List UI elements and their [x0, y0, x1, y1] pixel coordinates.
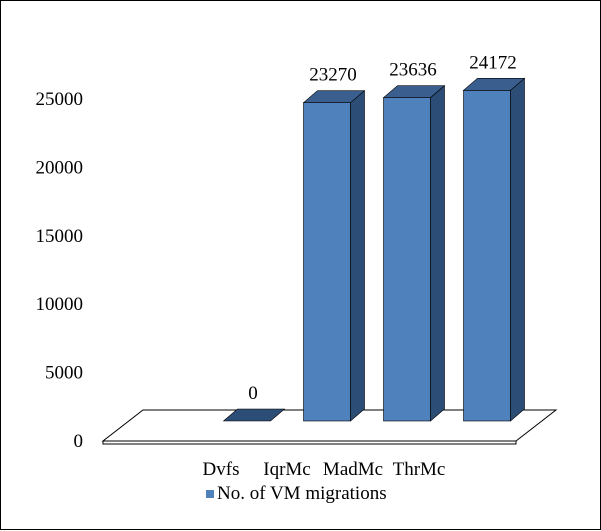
y-tick-label: 10000	[36, 294, 84, 315]
data-label: 23636	[389, 60, 437, 81]
bar	[382, 85, 446, 422]
bar-top	[382, 85, 446, 98]
category-label: Dvfs	[203, 459, 240, 480]
data-label: 23270	[309, 65, 357, 86]
category-label: MadMc	[323, 459, 383, 480]
bar-front	[303, 102, 351, 422]
y-tick-label: 5000	[45, 363, 83, 384]
bar-side	[510, 77, 525, 422]
bar-front	[383, 97, 431, 422]
category-label: IqrMc	[263, 459, 310, 480]
y-tick-label: 0	[74, 431, 84, 452]
bar	[302, 90, 366, 422]
data-label: 24172	[469, 52, 517, 73]
bar	[462, 77, 526, 422]
chart-floor-edge	[102, 440, 517, 445]
bar-front	[463, 90, 511, 422]
bar-top	[302, 90, 366, 103]
y-tick-label: 15000	[36, 226, 84, 247]
legend-swatch	[206, 490, 214, 498]
bar-top	[462, 78, 526, 91]
bar	[222, 408, 286, 422]
bar-side	[430, 85, 445, 422]
bar-top	[222, 408, 286, 422]
bar-side	[350, 90, 365, 422]
y-tick-label: 25000	[36, 89, 84, 110]
data-label: 0	[248, 383, 258, 404]
category-label: ThrMc	[393, 459, 446, 480]
legend-label: No. of VM migrations	[217, 483, 387, 504]
y-tick-label: 20000	[36, 157, 84, 178]
